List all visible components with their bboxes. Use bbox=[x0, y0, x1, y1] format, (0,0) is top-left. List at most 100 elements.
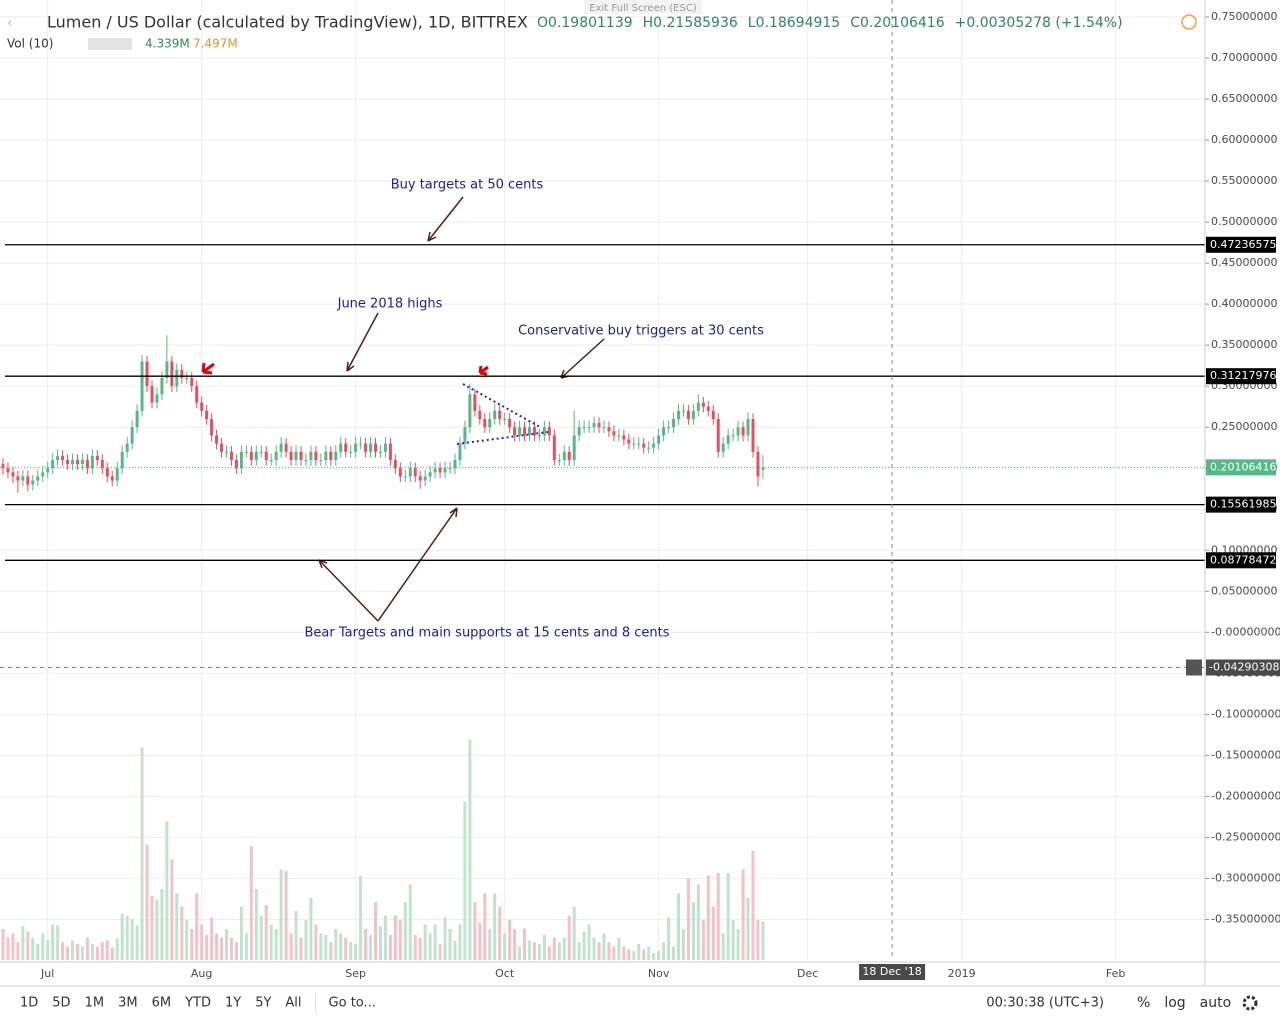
collapse-icon[interactable]: ‹ bbox=[7, 15, 13, 31]
volume-bar bbox=[408, 884, 412, 960]
range-button[interactable]: 1Y bbox=[225, 996, 241, 1011]
candle-body bbox=[537, 435, 541, 437]
volume-bar bbox=[369, 935, 373, 960]
candle-body bbox=[239, 451, 243, 469]
candle-body bbox=[667, 427, 671, 429]
candle-body bbox=[483, 419, 487, 428]
range-button[interactable]: All bbox=[285, 996, 301, 1011]
volume-bar bbox=[80, 946, 84, 960]
candle-body bbox=[378, 451, 382, 453]
volume-bar bbox=[254, 888, 258, 960]
volume-bar bbox=[274, 928, 278, 960]
volume-bar bbox=[741, 869, 745, 960]
candle-body bbox=[274, 451, 278, 461]
volume-bar bbox=[523, 928, 527, 960]
x-tick-label: 2019 bbox=[948, 967, 976, 980]
range-button[interactable]: YTD bbox=[184, 996, 211, 1011]
volume-bar bbox=[155, 899, 159, 960]
range-button[interactable]: 3M bbox=[118, 996, 138, 1011]
crosshair-plus[interactable] bbox=[1186, 659, 1202, 676]
scale-button[interactable]: % bbox=[1137, 995, 1150, 1011]
exit-hint[interactable]: Exit Full Screen (ESC) bbox=[589, 3, 697, 14]
bottom-toolbar: 1D 5D 1M 3M 6M YTD 1Y 5Y All Go to... 00:30:38 (UT… bbox=[20, 993, 1258, 1013]
alert-icon[interactable] bbox=[1181, 14, 1197, 30]
candle-body bbox=[642, 443, 646, 448]
volume-bar bbox=[731, 920, 735, 960]
candle-body bbox=[349, 451, 353, 453]
volume-bar bbox=[1, 928, 5, 960]
candle-body bbox=[701, 402, 705, 407]
candle-body bbox=[195, 386, 199, 403]
scale-button[interactable]: auto bbox=[1200, 995, 1232, 1011]
triangle-pattern bbox=[456, 383, 549, 445]
arrow bbox=[346, 312, 379, 372]
volume-bar bbox=[150, 896, 154, 960]
volume-bar bbox=[458, 924, 462, 960]
volume-bar bbox=[165, 821, 169, 960]
volume-bar bbox=[279, 869, 283, 960]
last-price-label: 0.20106416 bbox=[1210, 460, 1276, 473]
volume-bar bbox=[140, 747, 144, 960]
range-button[interactable]: 1D bbox=[20, 996, 38, 1011]
volume-bar bbox=[175, 893, 179, 960]
candle-body bbox=[716, 419, 720, 452]
scale-button[interactable]: log bbox=[1164, 995, 1185, 1011]
candle-body bbox=[508, 419, 512, 428]
volume-bar bbox=[26, 931, 30, 960]
y-tick-label: 0.35000000 bbox=[1211, 338, 1277, 351]
volume-bar bbox=[587, 924, 591, 960]
indicator-buttons[interactable] bbox=[88, 38, 132, 50]
volume-bar bbox=[244, 933, 248, 960]
volume-bar bbox=[642, 949, 646, 960]
volume-bar bbox=[36, 944, 40, 960]
candle-body bbox=[562, 451, 566, 461]
volume-bar bbox=[21, 926, 25, 960]
volume-bar bbox=[324, 935, 328, 960]
candle-body bbox=[334, 451, 338, 461]
candle-body bbox=[46, 468, 50, 473]
candle-body bbox=[408, 468, 412, 477]
range-button[interactable]: 6M bbox=[152, 996, 172, 1011]
candle-body bbox=[75, 460, 79, 465]
candle-body bbox=[259, 451, 263, 453]
ohlc-value: +0.00305278 (+1.54%) bbox=[955, 15, 1123, 31]
candle-body bbox=[686, 410, 690, 420]
settings-icon[interactable] bbox=[1242, 995, 1258, 1011]
candle-body bbox=[329, 451, 333, 461]
volume-bar bbox=[696, 884, 700, 960]
y-tick-label: 0.05000000 bbox=[1211, 584, 1277, 597]
candle-body bbox=[627, 439, 631, 444]
candle-body bbox=[66, 460, 70, 465]
candle-body bbox=[711, 410, 715, 420]
volume-bar bbox=[686, 878, 690, 960]
red-marker bbox=[478, 365, 489, 376]
y-tick-label: -0.20000000 bbox=[1211, 789, 1280, 802]
volume-bar bbox=[374, 902, 377, 960]
volume-bar bbox=[225, 928, 228, 960]
volume-bar bbox=[135, 925, 139, 960]
volume-bar bbox=[71, 940, 75, 960]
volume-bar bbox=[115, 938, 119, 960]
volume-bar bbox=[711, 906, 715, 960]
candle-body bbox=[612, 431, 616, 436]
range-button[interactable]: 5Y bbox=[255, 996, 271, 1011]
range-button[interactable]: 1M bbox=[85, 996, 105, 1011]
candle-body bbox=[672, 419, 676, 428]
volume-bar bbox=[622, 946, 626, 960]
candle-body bbox=[215, 435, 219, 444]
range-button[interactable]: 5D bbox=[52, 996, 70, 1011]
candle-body bbox=[269, 460, 273, 462]
volume-bar bbox=[438, 944, 442, 960]
candle-body bbox=[498, 410, 502, 420]
candle-body bbox=[264, 451, 268, 461]
goto-button[interactable]: Go to... bbox=[329, 996, 376, 1011]
x-tick-label: Nov bbox=[648, 967, 670, 980]
volume-bar bbox=[239, 906, 243, 960]
volume-bar bbox=[473, 902, 477, 960]
volume-bar bbox=[180, 906, 184, 960]
y-tick-label: -0.25000000 bbox=[1211, 830, 1280, 843]
candle-body bbox=[617, 435, 621, 437]
crosshair-y-bg bbox=[1206, 659, 1280, 676]
volume-average: 7.497M bbox=[193, 37, 238, 51]
